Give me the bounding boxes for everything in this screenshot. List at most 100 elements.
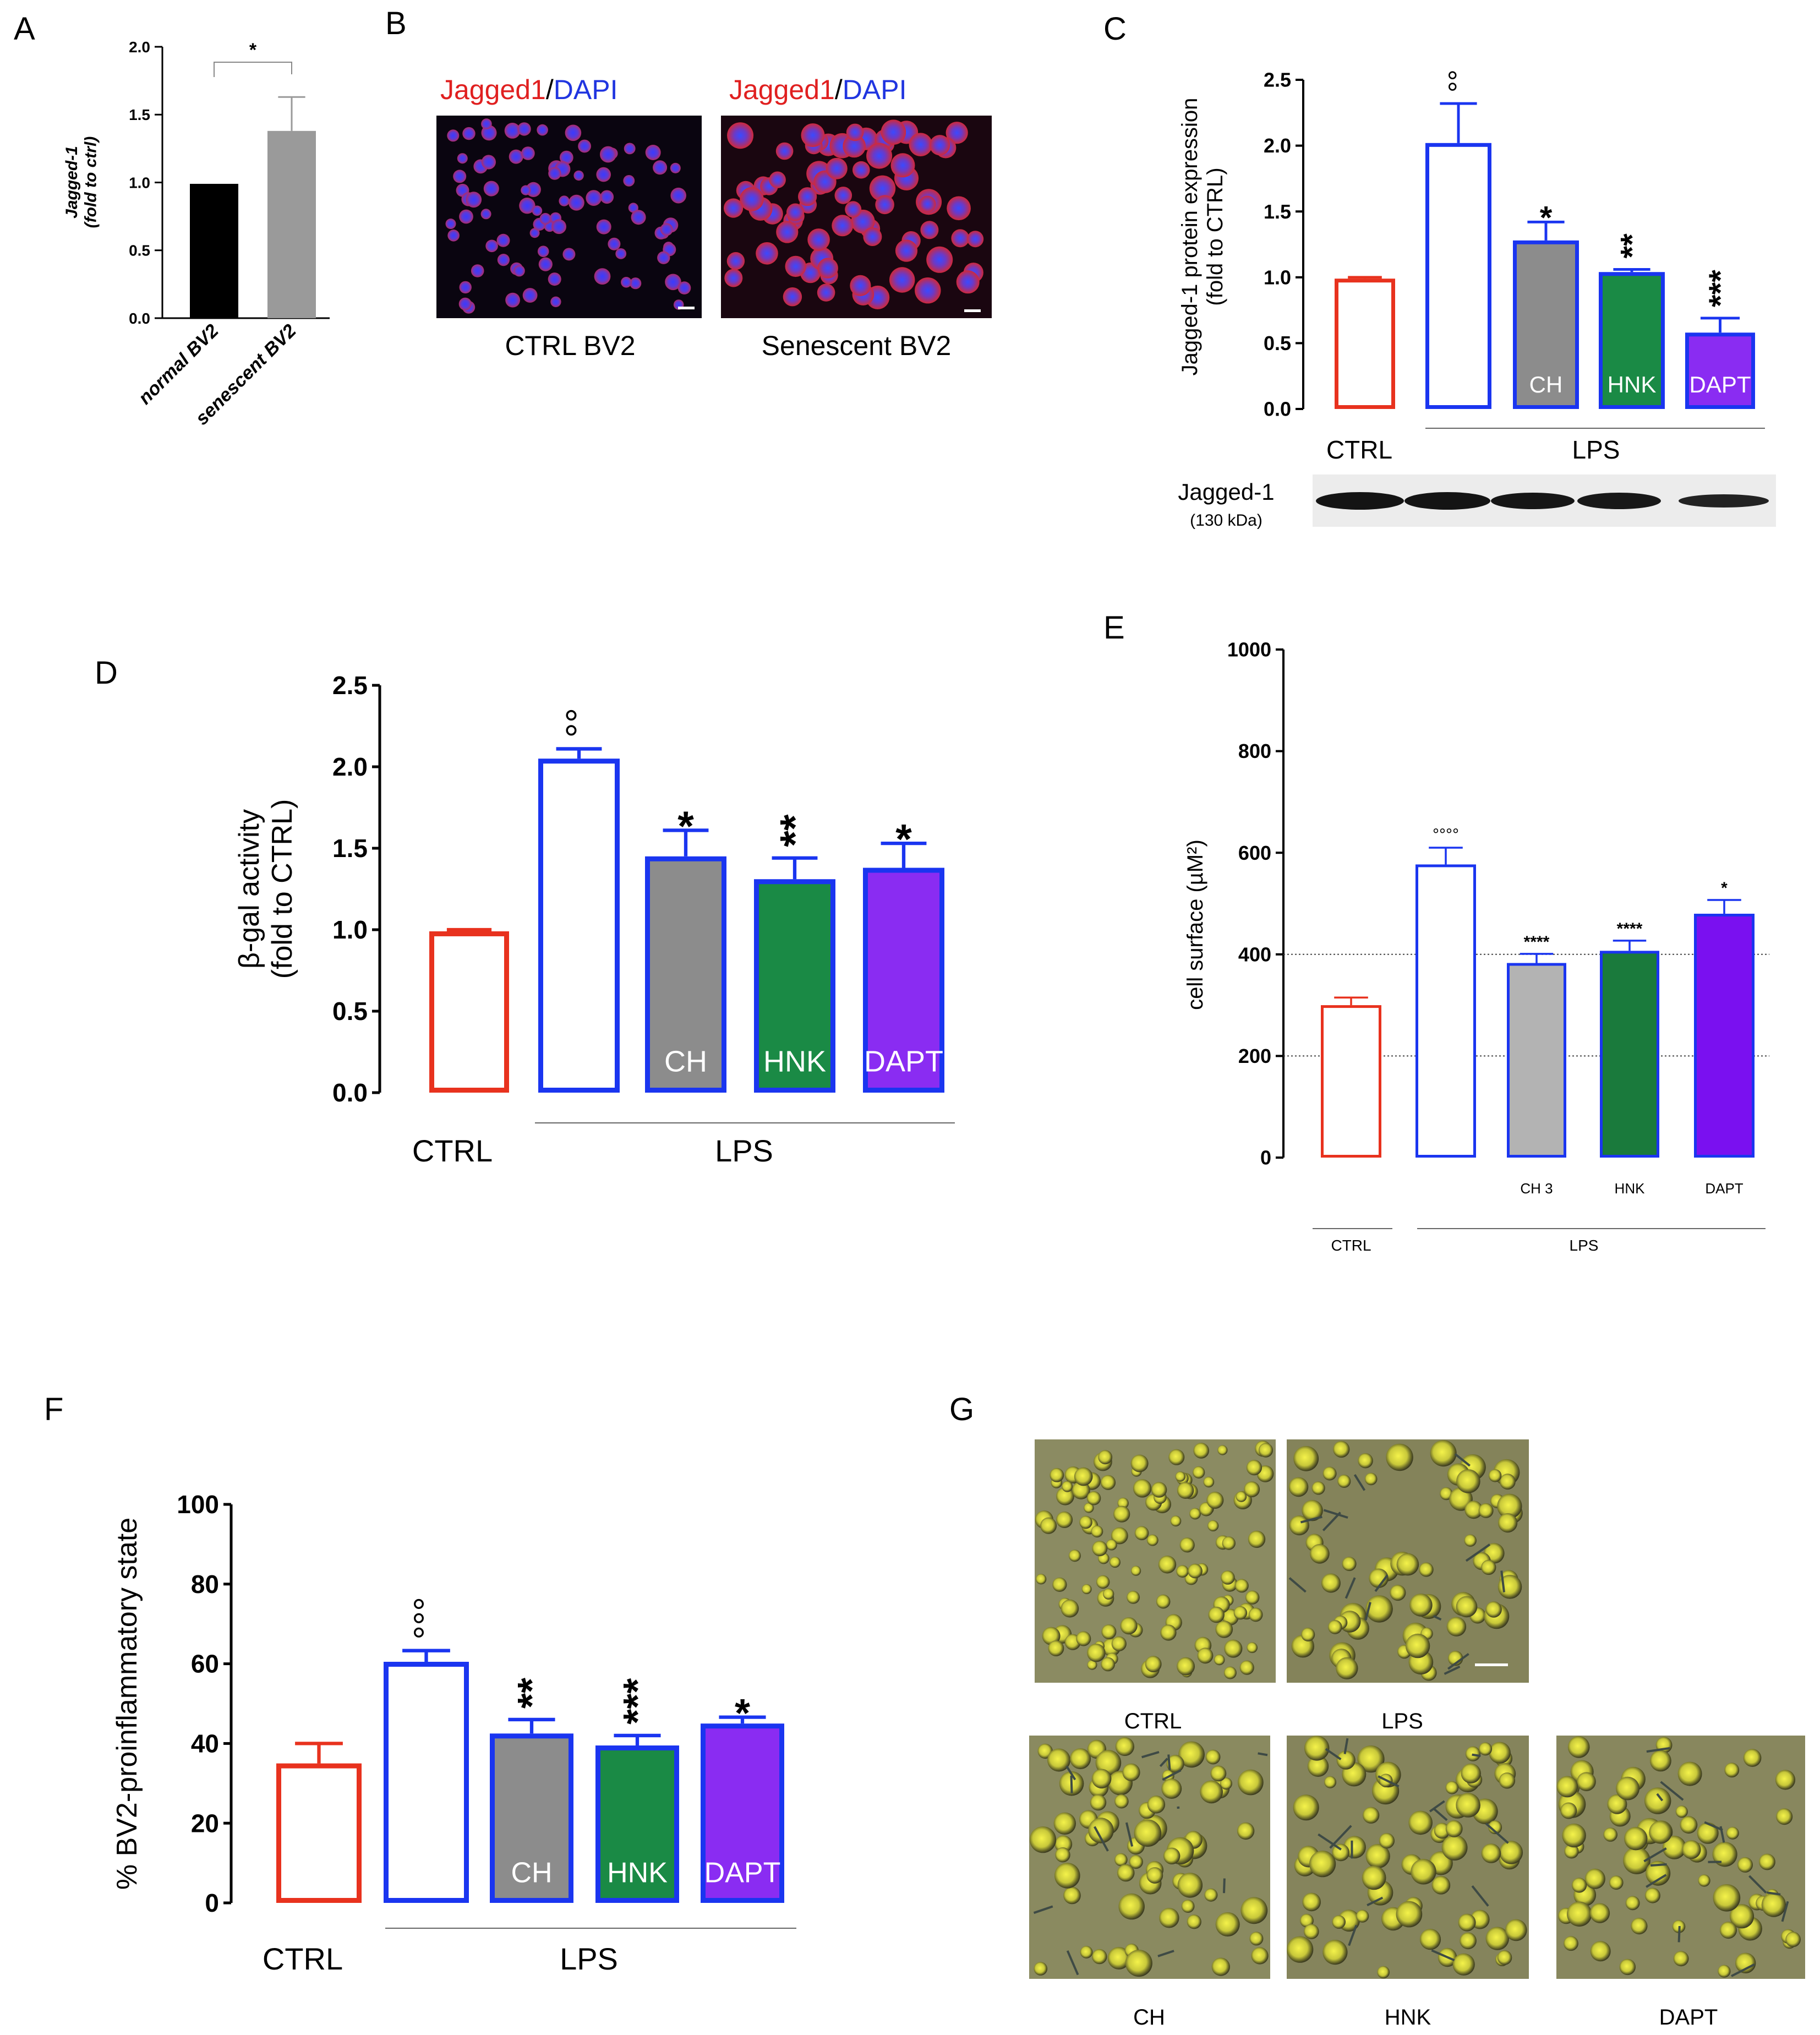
blot-mw-label: (130 kDa) bbox=[1190, 511, 1262, 530]
cell bbox=[1110, 1557, 1121, 1568]
cell bbox=[1163, 1847, 1180, 1864]
bar-lps bbox=[1415, 864, 1476, 1158]
y-tick-label: 80 bbox=[191, 1570, 219, 1598]
cell bbox=[1246, 1460, 1262, 1476]
cell bbox=[517, 122, 531, 136]
cell bbox=[559, 150, 573, 165]
cell-process bbox=[1781, 1901, 1789, 1922]
micrograph-caption-senescent: Senescent BV2 bbox=[762, 330, 952, 361]
blot-band-hnk bbox=[1577, 493, 1661, 509]
cell bbox=[890, 153, 915, 178]
cell bbox=[1111, 1527, 1128, 1545]
cell bbox=[1479, 1742, 1493, 1756]
cell bbox=[1240, 1897, 1268, 1924]
cell bbox=[1448, 1651, 1463, 1666]
cell-process bbox=[1348, 1924, 1358, 1946]
cell bbox=[1211, 1957, 1230, 1976]
bar-hnk bbox=[1600, 951, 1659, 1158]
cell bbox=[1193, 1443, 1209, 1459]
significance-vs-lps: ** bbox=[510, 1678, 554, 1709]
cell bbox=[1478, 1503, 1494, 1518]
bar-hnk bbox=[754, 879, 835, 1093]
cell bbox=[817, 258, 838, 279]
cell bbox=[895, 239, 918, 262]
cell-process bbox=[1643, 1847, 1667, 1863]
cell bbox=[453, 170, 467, 183]
cell bbox=[1056, 1487, 1074, 1505]
bar-inner-label: CH bbox=[511, 1857, 552, 1889]
cell bbox=[1460, 1932, 1477, 1950]
significance-vs-lps: * bbox=[1540, 200, 1553, 236]
cell-process bbox=[1322, 1512, 1341, 1531]
micrograph-g-cells bbox=[1029, 1440, 1801, 1979]
cell bbox=[1336, 1657, 1358, 1679]
cell bbox=[1177, 1657, 1195, 1676]
cell bbox=[947, 196, 971, 221]
cell bbox=[1567, 1736, 1590, 1758]
cell bbox=[447, 230, 460, 242]
cell bbox=[1287, 1936, 1314, 1963]
cell bbox=[951, 229, 970, 248]
cell bbox=[1481, 1843, 1501, 1863]
cell bbox=[548, 167, 561, 180]
cell-process bbox=[1646, 1874, 1667, 1888]
cell bbox=[1237, 1822, 1255, 1840]
cell bbox=[1081, 1584, 1092, 1594]
cell bbox=[798, 187, 817, 206]
cell bbox=[1251, 1947, 1269, 1965]
y-tick-label: 400 bbox=[1238, 943, 1271, 965]
panel-b-micrographs: Jagged1/DAPI Jagged1/DAPI CTRL BV2 Senes… bbox=[436, 74, 992, 361]
cell bbox=[1737, 1857, 1753, 1873]
cell bbox=[1369, 1568, 1389, 1588]
y-tick-label: 1.0 bbox=[332, 915, 368, 944]
group-label-lps: LPS bbox=[560, 1941, 618, 1976]
y-tick-label: 60 bbox=[191, 1650, 219, 1678]
cell bbox=[1584, 1868, 1605, 1889]
cell bbox=[1200, 1780, 1223, 1804]
cell bbox=[756, 242, 778, 265]
cell bbox=[1336, 1750, 1356, 1770]
cell bbox=[539, 212, 551, 225]
y-tick-label: 1.5 bbox=[129, 106, 150, 123]
cell bbox=[529, 228, 540, 238]
cell bbox=[1133, 1479, 1152, 1498]
cell bbox=[1743, 1749, 1762, 1767]
cell-process bbox=[1318, 1833, 1342, 1851]
significance-vs-ctrl: °° bbox=[1444, 69, 1475, 92]
bar-inner-label: CH bbox=[664, 1045, 707, 1078]
blot-band-dapt bbox=[1679, 494, 1769, 508]
bar-inner-label: HNK bbox=[607, 1857, 668, 1889]
cell bbox=[1304, 1736, 1330, 1761]
cell bbox=[1390, 1585, 1406, 1601]
cell bbox=[1456, 1596, 1478, 1618]
cell bbox=[600, 146, 616, 163]
cell bbox=[1151, 1482, 1167, 1498]
cell bbox=[1244, 1481, 1260, 1498]
cell bbox=[596, 219, 611, 234]
cell bbox=[1203, 1476, 1215, 1488]
cell bbox=[1063, 1886, 1081, 1905]
cell bbox=[1050, 1468, 1064, 1482]
cell bbox=[1080, 1946, 1093, 1958]
cell-process bbox=[1646, 1747, 1670, 1753]
cell bbox=[1411, 1859, 1436, 1885]
cell bbox=[1087, 1644, 1106, 1662]
cell bbox=[1118, 1893, 1145, 1920]
cell bbox=[1156, 1594, 1171, 1609]
micrograph-caption-ctrl: CTRL BV2 bbox=[505, 330, 635, 361]
y-tick-label: 0 bbox=[1260, 1147, 1271, 1169]
y-tick-label: 600 bbox=[1238, 842, 1271, 864]
cell bbox=[1572, 1878, 1587, 1893]
y-tick-label: 20 bbox=[191, 1809, 219, 1837]
cell bbox=[846, 123, 864, 141]
cell-process bbox=[1065, 1765, 1076, 1781]
cell bbox=[930, 135, 950, 156]
cell bbox=[1497, 1950, 1512, 1965]
panel-letter-f: F bbox=[44, 1392, 63, 1427]
significance-vs-lps: * bbox=[677, 803, 694, 850]
micrograph-g-caption-lps: LPS bbox=[1381, 1709, 1423, 1733]
cell-process bbox=[1471, 1885, 1489, 1907]
cell bbox=[1096, 1575, 1110, 1589]
panel-letter-c: C bbox=[1103, 11, 1127, 47]
significance-vs-lps: * bbox=[1721, 879, 1728, 897]
